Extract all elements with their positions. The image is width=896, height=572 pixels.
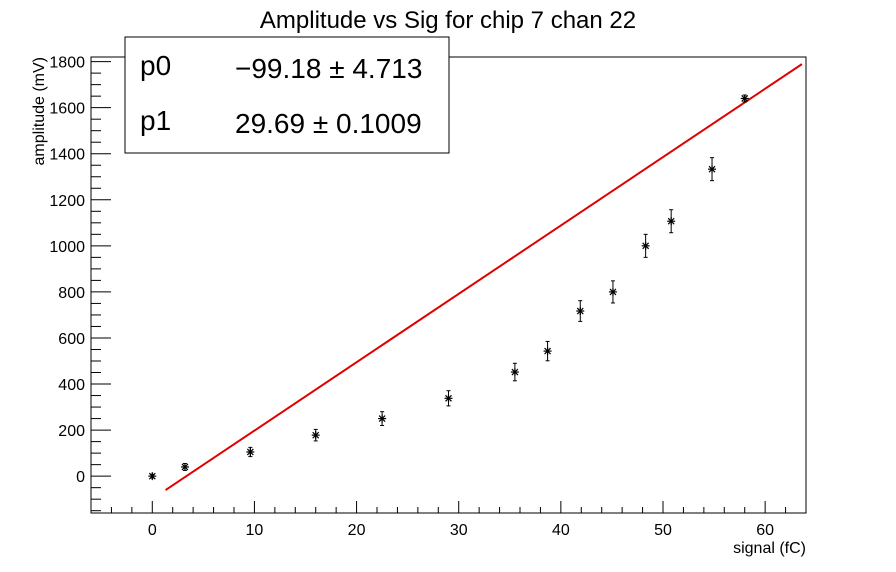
data-point	[246, 446, 255, 458]
x-axis-label: signal (fC)	[733, 540, 806, 557]
marker-stroke	[741, 95, 749, 102]
marker-stroke	[708, 165, 716, 173]
stat-p1-value: 29.69 ± 0.1009	[235, 108, 422, 139]
marker-stroke	[667, 217, 675, 225]
marker-stroke	[642, 242, 650, 250]
data-points-layer	[148, 94, 749, 481]
y-axis-ticks: 0 200 400 600 800 1000 1200 1400 1600 1800	[49, 55, 111, 512]
y-tick-label: 200	[58, 423, 85, 440]
data-point	[740, 94, 749, 103]
fit-stats-box: p0 −99.18 ± 4.713 p1 29.69 ± 0.1009	[124, 36, 450, 154]
data-point	[378, 411, 387, 426]
marker-stroke	[445, 394, 452, 402]
marker-stroke	[378, 415, 386, 423]
x-tick-label: 10	[246, 522, 264, 539]
y-axis-label: amplitude (mV)	[31, 57, 48, 165]
chart-title: Amplitude vs Sig for chip 7 chan 22	[260, 7, 636, 34]
stats-box-frame	[124, 36, 450, 154]
data-point	[543, 340, 552, 362]
stat-p0-value: −99.18 ± 4.713	[235, 53, 422, 84]
x-tick-label: 30	[450, 522, 468, 539]
y-tick-label: 600	[58, 331, 85, 348]
data-point	[311, 428, 320, 442]
fit-line	[165, 63, 803, 491]
data-point	[510, 362, 519, 382]
marker-stroke	[181, 463, 189, 471]
x-tick-label: 40	[552, 522, 570, 539]
data-point	[180, 462, 189, 471]
data-point	[641, 233, 650, 258]
y-tick-label: 800	[58, 285, 85, 302]
data-point	[667, 209, 676, 234]
marker-stroke	[511, 368, 519, 376]
marker-stroke	[609, 288, 617, 296]
data-point	[608, 280, 617, 304]
y-tick-label: 0	[76, 469, 85, 486]
x-tick-label: 50	[654, 522, 672, 539]
data-point	[708, 157, 717, 182]
stat-p0-name: p0	[140, 50, 171, 81]
marker-stroke	[148, 472, 156, 480]
data-point	[148, 472, 157, 481]
y-tick-label: 1800	[49, 55, 85, 72]
data-point	[576, 300, 585, 322]
y-tick-label: 1400	[49, 147, 85, 164]
x-tick-label: 20	[348, 522, 366, 539]
y-tick-label: 1600	[49, 101, 85, 118]
x-axis-ticks: 0 10 20 30 40 50 60	[90, 501, 807, 539]
stat-p1-name: p1	[140, 105, 171, 136]
y-tick-label: 1000	[49, 239, 85, 256]
y-tick-label: 400	[58, 377, 85, 394]
y-tick-label: 1200	[49, 193, 85, 210]
marker-stroke	[544, 347, 552, 355]
fit-line-layer	[165, 63, 803, 491]
marker-stroke	[246, 448, 254, 456]
marker-stroke	[312, 431, 320, 439]
marker-stroke	[576, 307, 584, 315]
data-point	[444, 390, 453, 407]
x-tick-label: 60	[756, 522, 774, 539]
x-tick-label: 0	[148, 522, 157, 539]
